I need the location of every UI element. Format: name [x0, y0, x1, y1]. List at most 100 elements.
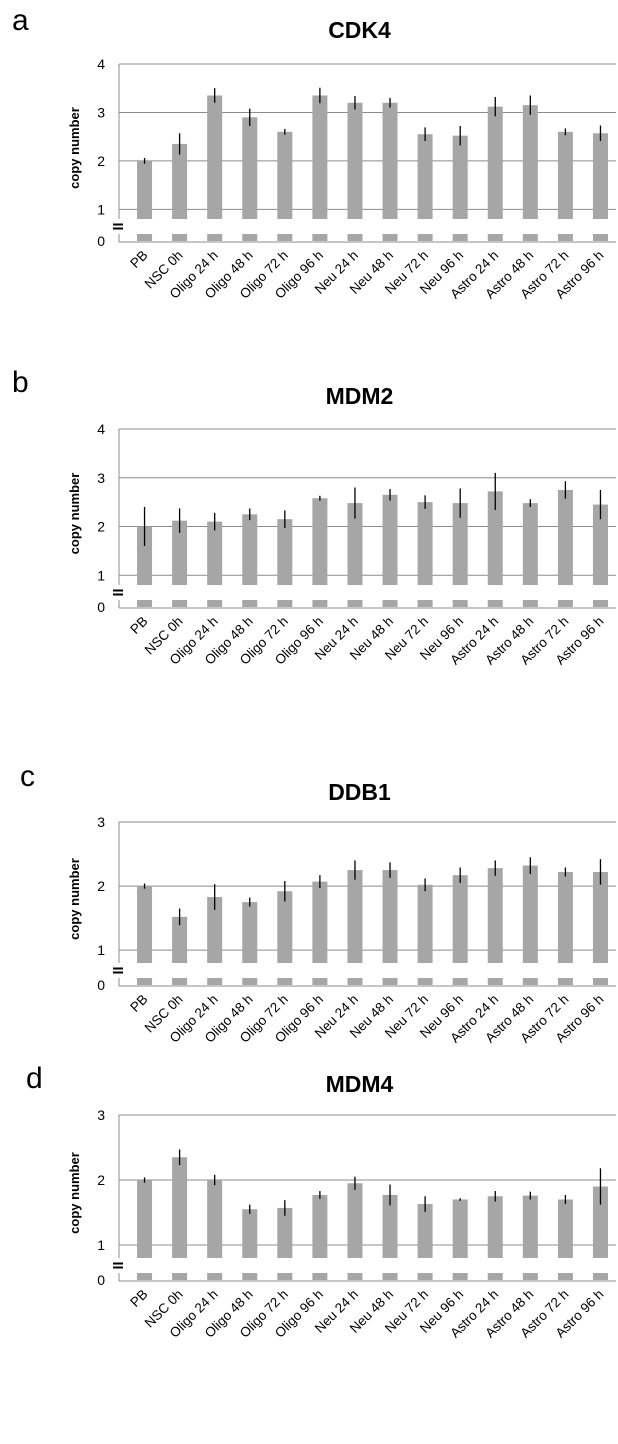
bar-base [487, 234, 503, 241]
bar [137, 1180, 153, 1258]
bar-base [417, 1273, 433, 1280]
bar-base [312, 234, 328, 241]
y-axis-label: copy number [67, 858, 82, 940]
bar [277, 519, 293, 585]
bar-base [417, 978, 433, 985]
y-tick-label: 4 [97, 421, 105, 437]
bar [347, 870, 363, 963]
bar-base [592, 1273, 608, 1280]
y-tick-label: 2 [97, 1172, 105, 1188]
bar [592, 1186, 608, 1258]
bar [417, 134, 433, 219]
bar-base [592, 600, 608, 607]
bar [522, 1195, 538, 1258]
bar [487, 1196, 503, 1258]
bar-base [137, 600, 153, 607]
bar [382, 1194, 398, 1258]
bar [137, 526, 153, 585]
bar [242, 902, 258, 963]
bar-base [312, 600, 328, 607]
bar-base [417, 234, 433, 241]
bar [312, 1194, 328, 1258]
bar-base [382, 978, 398, 985]
bar [592, 133, 608, 219]
chart-title: CDK4 [328, 17, 391, 43]
bar-base [417, 600, 433, 607]
y-tick-label: 1 [97, 201, 105, 217]
y-tick-label: 3 [97, 1107, 105, 1123]
y-tick-label: 1 [97, 942, 105, 958]
bar [487, 491, 503, 585]
bar [557, 1199, 573, 1258]
y-axis-label: copy number [67, 107, 82, 189]
bar [137, 160, 153, 219]
bar-base [207, 600, 223, 607]
bar-base [242, 1273, 258, 1280]
bar-base [522, 234, 538, 241]
panel-label: b [12, 366, 29, 399]
bar [137, 886, 153, 963]
bar [242, 117, 258, 219]
x-tick-label: PB [127, 992, 150, 1015]
bar-base [137, 1273, 153, 1280]
bar-base [452, 234, 468, 241]
bar-base [242, 978, 258, 985]
bar [172, 916, 188, 963]
bar-base [592, 978, 608, 985]
bar-base [242, 600, 258, 607]
bar [242, 1209, 258, 1258]
bar [557, 131, 573, 219]
bar [347, 102, 363, 219]
bar [382, 494, 398, 585]
bar-base [347, 1273, 363, 1280]
bar [347, 503, 363, 585]
bar-base [522, 1273, 538, 1280]
y-tick-label: 2 [97, 153, 105, 169]
bar-base [592, 234, 608, 241]
bar [172, 143, 188, 219]
bar [207, 521, 223, 585]
bar-base [382, 234, 398, 241]
bar-base [522, 600, 538, 607]
bar-base [347, 978, 363, 985]
bar-base [277, 978, 293, 985]
bar-base [312, 978, 328, 985]
bar-base [172, 1273, 188, 1280]
x-tick-label: PB [127, 614, 150, 637]
bar-base [487, 600, 503, 607]
chart-title: DDB1 [328, 779, 391, 805]
bar [312, 498, 328, 585]
bar-base [487, 1273, 503, 1280]
bar [452, 1199, 468, 1258]
bar-base [277, 1273, 293, 1280]
panel-label: c [20, 760, 35, 793]
bar [277, 131, 293, 219]
bar [417, 502, 433, 585]
bar [277, 1207, 293, 1258]
bar-base [172, 234, 188, 241]
bar [452, 135, 468, 219]
y-axis-label: copy number [67, 1152, 82, 1234]
bar-base [172, 600, 188, 607]
bar [592, 504, 608, 585]
bar-base [557, 600, 573, 607]
x-tick-label: PB [127, 248, 150, 271]
bar [347, 1183, 363, 1258]
bar-base [242, 234, 258, 241]
bar-base [347, 600, 363, 607]
y-tick-label: 3 [97, 470, 105, 486]
bar [522, 105, 538, 219]
bar [452, 875, 468, 963]
bar [522, 865, 538, 963]
bar [382, 102, 398, 219]
bar-base [277, 234, 293, 241]
bar [277, 891, 293, 963]
bar [382, 870, 398, 963]
bar-base [382, 1273, 398, 1280]
bar-base [207, 234, 223, 241]
chart-title: MDM2 [326, 383, 394, 409]
y-tick-label: 4 [97, 56, 105, 72]
